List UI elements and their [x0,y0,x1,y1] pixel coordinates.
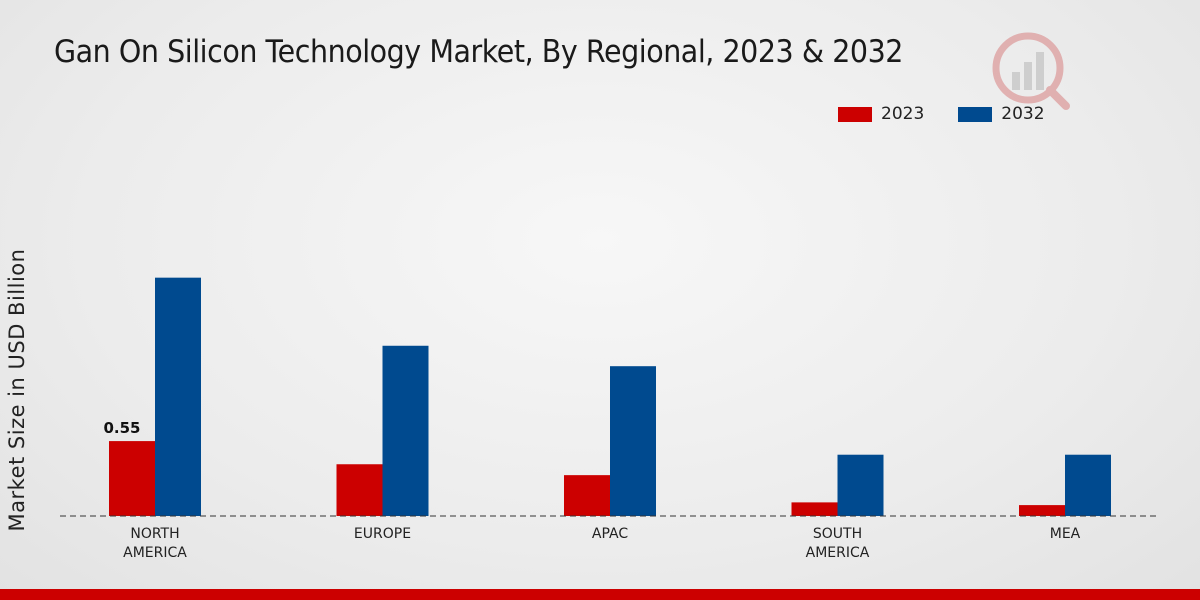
x-tick-label: MEA [1050,526,1081,542]
legend-label-2032: 2032 [1001,104,1045,124]
footer-accent-bar [0,589,1200,600]
market-research-logo-icon [992,32,1070,110]
bar-2032-europe[interactable] [382,345,429,516]
x-tick-label: EUROPE [354,526,411,542]
x-tick-label: SOUTH AMERICA [806,526,870,561]
bar-2023-mea[interactable] [1019,505,1065,516]
legend-item-2032[interactable]: 2032 [958,104,1045,124]
legend-label-2023: 2023 [881,104,925,124]
bar-2032-south-america[interactable] [837,454,884,516]
x-tick-label: NORTH AMERICA [123,526,187,561]
chart-title: Gan On Silicon Technology Market, By Reg… [54,34,903,70]
bar-2023-north-america[interactable] [109,441,155,516]
legend-item-2023[interactable]: 2023 [838,104,924,124]
legend-swatch-2032 [958,106,993,122]
bar-2023-south-america[interactable] [791,502,838,516]
bar-2023-europe[interactable] [336,464,383,516]
x-tick-label: APAC [592,526,628,542]
bar-2032-apac[interactable] [610,366,656,516]
legend-swatch-2023 [838,106,872,122]
bar-2032-north-america[interactable] [155,277,201,516]
bar-2032-mea[interactable] [1065,454,1111,516]
chart-legend: 2023 2032 [838,104,1045,124]
bar-2023-apac[interactable] [564,475,610,516]
data-label: 0.55 [103,419,140,437]
